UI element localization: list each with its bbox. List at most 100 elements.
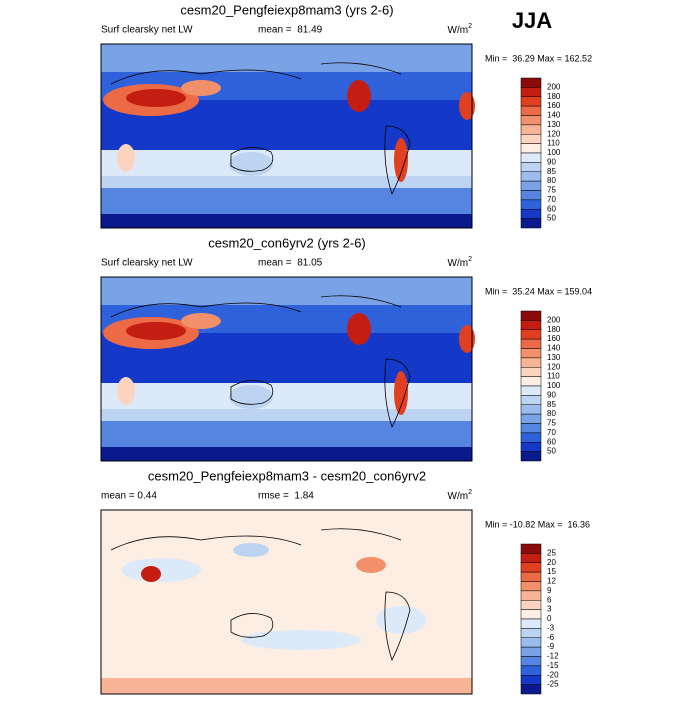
colorbar-box xyxy=(520,675,542,685)
colorbar-label: 90 xyxy=(547,157,556,166)
colorbar-box xyxy=(520,656,542,667)
colorbar-label: 180 xyxy=(547,92,561,101)
colorbar-box xyxy=(520,684,542,695)
colorbar-label: 110 xyxy=(547,139,560,148)
colorbar-box xyxy=(520,218,542,229)
colorbar-label: 85 xyxy=(547,167,556,176)
colorbar-box xyxy=(520,395,542,405)
colorbar-label: -20 xyxy=(547,670,559,679)
units: W/m2 xyxy=(448,23,473,36)
colorbar-box xyxy=(520,115,542,126)
colorbar-box xyxy=(520,609,542,620)
colorbar-box xyxy=(520,543,542,554)
panel-title: cesm20_con6yrv2 (yrs 2-6) xyxy=(208,235,366,250)
colorbar-label: 100 xyxy=(547,148,561,157)
min-max: Min = -10.82 Max = 16.36 xyxy=(485,519,590,529)
colorbar-box xyxy=(520,152,542,163)
colorbar-label: 80 xyxy=(547,176,556,185)
colorbar-label: 70 xyxy=(547,195,556,204)
colorbar-box xyxy=(520,376,542,387)
colorbar-label: 12 xyxy=(547,577,556,586)
colorbar-label: 70 xyxy=(547,428,556,437)
map-frame xyxy=(100,276,473,462)
units: W/m2 xyxy=(448,489,473,502)
panel-title: cesm20_Pengfeiexp8mam3 (yrs 2-6) xyxy=(180,2,393,17)
colorbar-box xyxy=(520,209,542,219)
center-label: mean = 81.49 xyxy=(258,25,323,36)
colorbar-box xyxy=(520,562,542,573)
colorbar-box xyxy=(520,423,542,434)
colorbar-box xyxy=(520,171,542,182)
colorbar-label: -12 xyxy=(547,652,559,661)
units-sup: 2 xyxy=(468,23,472,30)
colorbar-label: -9 xyxy=(547,642,555,651)
map xyxy=(100,276,476,462)
colorbar-label: 15 xyxy=(547,567,556,576)
colorbar-label: 160 xyxy=(547,101,561,110)
colorbar-label: -3 xyxy=(547,623,555,632)
colorbar-label: 160 xyxy=(547,334,561,343)
colorbar-label: 140 xyxy=(547,111,561,120)
map-frame xyxy=(100,43,473,229)
colorbar-label: 3 xyxy=(547,605,552,614)
panel-title: cesm20_Pengfeiexp8mam3 - cesm20_con6yrv2 xyxy=(148,468,426,483)
colorbar-label: 180 xyxy=(547,325,561,334)
colorbar-label: 75 xyxy=(547,419,556,428)
colorbar-box xyxy=(520,338,542,349)
colorbar-box xyxy=(520,77,542,88)
colorbar-label: 110 xyxy=(547,372,560,381)
colorbar-box xyxy=(520,105,542,116)
colorbar-box xyxy=(520,413,542,424)
colorbar-box xyxy=(520,618,542,629)
colorbar-label: 75 xyxy=(547,186,556,195)
units-sup: 2 xyxy=(468,489,472,496)
colorbar-label: 50 xyxy=(547,447,556,456)
units: W/m2 xyxy=(448,256,473,269)
colorbar-label: 120 xyxy=(547,129,561,138)
colorbar-box xyxy=(520,199,542,210)
colorbar-box xyxy=(520,310,542,321)
colorbar-label: 6 xyxy=(547,595,552,604)
units-base: W/m xyxy=(448,25,469,36)
colorbar-box xyxy=(520,665,542,676)
colorbar-box xyxy=(520,367,542,377)
colorbar-label: 60 xyxy=(547,204,556,213)
center-label: rmse = 1.84 xyxy=(258,491,314,502)
left-label: mean = 0.44 xyxy=(101,491,157,502)
units-base: W/m xyxy=(448,491,469,502)
colorbar-box xyxy=(520,134,542,144)
colorbar-box xyxy=(520,590,542,601)
colorbar-box xyxy=(520,143,542,154)
colorbar-box xyxy=(520,180,542,191)
units-sup: 2 xyxy=(468,256,472,263)
colorbar-box xyxy=(520,357,542,368)
colorbar-label: -25 xyxy=(547,680,559,689)
colorbar-box xyxy=(520,329,542,340)
colorbar-box xyxy=(520,404,542,415)
colorbar-box xyxy=(520,581,542,592)
colorbar-label: 85 xyxy=(547,400,556,409)
map xyxy=(100,509,473,695)
colorbar-box xyxy=(520,553,542,563)
min-max: Min = 36.29 Max = 162.52 xyxy=(485,53,592,63)
colorbar-label: 120 xyxy=(547,362,561,371)
colorbar-label: 200 xyxy=(547,315,561,324)
center-label: mean = 81.05 xyxy=(258,258,323,269)
colorbar-label: 100 xyxy=(547,381,561,390)
colorbar-box xyxy=(520,96,542,107)
colorbar-box xyxy=(520,600,542,610)
colorbar-box xyxy=(520,190,542,201)
left-label: Surf clearsky net LW xyxy=(101,25,193,36)
colorbar-label: 25 xyxy=(547,548,556,557)
colorbar-label: -6 xyxy=(547,633,555,642)
colorbar-box xyxy=(520,442,542,452)
units-base: W/m xyxy=(448,258,469,269)
colorbar-label: 140 xyxy=(547,344,561,353)
colorbar-box xyxy=(520,646,542,657)
map-frame xyxy=(100,509,473,695)
colorbar-label: 130 xyxy=(547,120,561,129)
colorbar-label: 200 xyxy=(547,82,561,91)
colorbar-box xyxy=(520,451,542,462)
left-label: Surf clearsky net LW xyxy=(101,258,193,269)
colorbar-box xyxy=(520,87,542,97)
